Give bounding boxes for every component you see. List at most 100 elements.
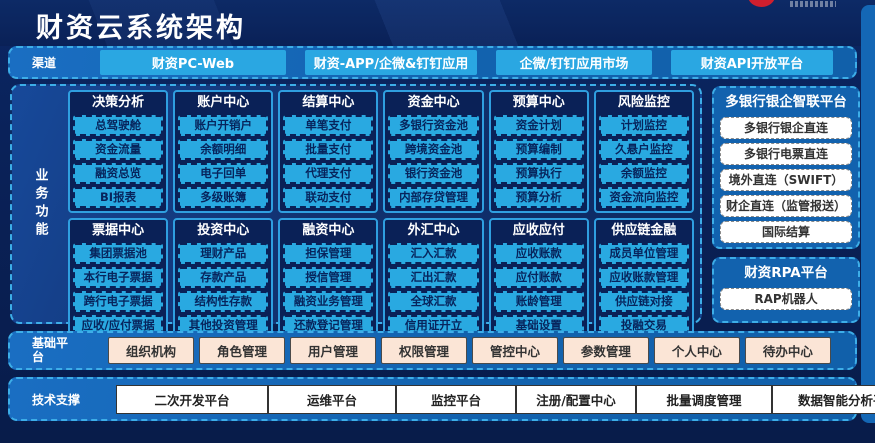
module-group-title: 决策分析 — [92, 95, 145, 110]
right-edge-decoration — [861, 5, 875, 423]
platform-button[interactable]: 多银行电票直连 — [720, 143, 852, 165]
channel-button[interactable]: 财资PC-Web — [100, 50, 287, 75]
tech-support-button[interactable]: 注册/配置中心 — [516, 384, 637, 414]
module-button[interactable]: 汇出汇款 — [388, 267, 479, 288]
module-group-title: 投资中心 — [197, 223, 250, 238]
module-button[interactable]: 资金计划 — [493, 115, 584, 136]
module-button[interactable]: 资金流量 — [73, 139, 164, 160]
base-platform-button[interactable]: 组织机构 — [108, 337, 195, 364]
module-group-title: 结算中心 — [302, 95, 355, 110]
module-button[interactable]: 批量支付 — [283, 139, 374, 160]
module-button[interactable]: 理财产品 — [178, 243, 269, 264]
module-group: 融资中心担保管理授信管理融资业务管理 还款登记管理 — [278, 218, 379, 341]
platform-button[interactable]: 境外直连（SWIFT） — [720, 169, 852, 191]
module-group-title: 资金中心 — [407, 95, 460, 110]
platform-button[interactable]: RAP机器人 — [720, 288, 852, 310]
module-button[interactable]: 结构性存款 — [178, 291, 269, 312]
module-group-title: 预算中心 — [512, 95, 565, 110]
module-button[interactable]: 电子回单 — [178, 163, 269, 184]
base-platform-button[interactable]: 角色管理 — [198, 337, 285, 364]
module-group: 结算中心单笔支付批量支付代理支付联动支付 — [278, 90, 379, 213]
module-group: 应收应付 应收账款 应付账款 账龄管理 基础设置 — [488, 218, 589, 341]
module-button[interactable]: 银行资金池 — [388, 163, 479, 184]
module-button[interactable]: 应收账款管理 — [598, 267, 689, 288]
module-button[interactable]: 多银行资金池 — [388, 115, 479, 136]
module-button[interactable]: 融资总览 — [73, 163, 164, 184]
module-button[interactable]: BI报表 — [73, 187, 164, 208]
module-button[interactable]: 汇入汇款 — [388, 243, 479, 264]
module-button[interactable]: 跨境资金池 — [388, 139, 479, 160]
platform-button[interactable]: 财企直连（监管报送） — [720, 195, 852, 217]
tech-support-button[interactable]: 二次开发平台 — [116, 384, 269, 414]
bank-connect-items: 多银行银企直连 多银行电票直连 境外直连（SWIFT） 财企直连（监管报送） 国际结算 — [720, 117, 852, 243]
module-group: 账户中心 账户开销户 余额明细 电子回单 多级账簿 — [173, 90, 274, 213]
channel-button[interactable]: 财资-APP/企微&钉钉应用 — [305, 50, 477, 75]
module-button[interactable]: 总驾驶舱 — [73, 115, 164, 136]
base-platform-button[interactable]: 管控中心 — [471, 337, 558, 364]
channel-button[interactable]: 企微/钉钉应用市场 — [495, 50, 652, 75]
module-button[interactable]: 应付账款 — [493, 267, 584, 288]
module-group-title: 融资中心 — [302, 223, 355, 238]
bank-connect-panel-title: 多银行银企智联平台 — [725, 94, 847, 110]
module-button[interactable]: 资金流向监控 — [598, 187, 689, 208]
tech-support-button[interactable]: 批量调度管理 — [636, 384, 773, 414]
channels-items: 财资PC-Web 财资-APP/企微&钉钉应用 企微/钉钉应用市场 财资API开放平台 — [100, 50, 833, 75]
module-button[interactable]: 担保管理 — [283, 243, 374, 264]
module-button[interactable]: 单笔支付 — [283, 115, 374, 136]
module-button[interactable]: 代理支付 — [283, 163, 374, 184]
module-button[interactable]: 内部存贷管理 — [388, 187, 479, 208]
module-button[interactable]: 计划监控 — [598, 115, 689, 136]
base-platform-bar: 基础平台 组织机构 角色管理 用户管理 权限管理 管控中心 参数管理 个人中心 待办中心 — [8, 331, 857, 370]
base-platform-label: 基础平台 — [32, 335, 69, 364]
module-button[interactable]: 投融交易 — [598, 315, 689, 336]
module-button[interactable]: 跨行电子票据 — [73, 291, 164, 312]
platform-button[interactable]: 多银行银企直连 — [720, 117, 852, 139]
base-platform-items: 组织机构 角色管理 用户管理 权限管理 管控中心 参数管理 个人中心 待办中心 — [108, 337, 831, 364]
base-platform-button[interactable]: 参数管理 — [562, 337, 649, 364]
header: 财资云系统架构 — [0, 0, 875, 46]
module-button[interactable]: 应收账款 — [493, 243, 584, 264]
platform-button[interactable]: 国际结算 — [720, 221, 852, 243]
module-group-title: 风险监控 — [617, 95, 670, 110]
module-button[interactable]: 授信管理 — [283, 267, 374, 288]
rpa-panel: 财资RPA平台 RAP机器人 — [712, 257, 860, 323]
module-button[interactable]: 融资业务管理 — [283, 291, 374, 312]
channels-bar: 渠道 财资PC-Web 财资-APP/企微&钉钉应用 企微/钉钉应用市场 财资API开… — [8, 46, 857, 79]
base-platform-button[interactable]: 用户管理 — [289, 337, 376, 364]
module-button[interactable]: 余额监控 — [598, 163, 689, 184]
module-button[interactable]: 成员单位管理 — [598, 243, 689, 264]
module-group-title: 票据中心 — [92, 223, 145, 238]
module-button[interactable]: 多级账簿 — [178, 187, 269, 208]
tech-support-button[interactable]: 监控平台 — [396, 384, 517, 414]
business-functions-label: 业务功能 — [32, 168, 48, 240]
base-platform-button[interactable]: 待办中心 — [744, 337, 831, 364]
module-button[interactable]: 联动支付 — [283, 187, 374, 208]
module-button[interactable]: 余额明细 — [178, 139, 269, 160]
channel-button[interactable]: 财资API开放平台 — [670, 50, 833, 75]
module-button[interactable]: 还款登记管理 — [283, 315, 374, 336]
module-button[interactable]: 全球汇款 — [388, 291, 479, 312]
module-button[interactable]: 存款产品 — [178, 267, 269, 288]
module-group: 票据中心 集团票据池 本行电子票据 跨行电子票据 应收/应付票据 — [68, 218, 169, 341]
module-button[interactable]: 久悬户监控 — [598, 139, 689, 160]
module-group: 投资中心理财产品存款产品结构性存款其他投资管理 — [173, 218, 274, 341]
module-button[interactable]: 账户开销户 — [178, 115, 269, 136]
module-button[interactable]: 预算编制 — [493, 139, 584, 160]
module-button[interactable]: 预算分析 — [493, 187, 584, 208]
base-platform-button[interactable]: 权限管理 — [380, 337, 467, 364]
module-button[interactable]: 预算执行 — [493, 163, 584, 184]
base-platform-button[interactable]: 个人中心 — [653, 337, 740, 364]
module-group-title: 外汇中心 — [407, 223, 460, 238]
module-group: 预算中心资金计划预算编制预算执行预算分析 — [488, 90, 589, 213]
module-button[interactable]: 本行电子票据 — [73, 267, 164, 288]
module-button[interactable]: 其他投资管理 — [178, 315, 269, 336]
channels-label: 渠道 — [32, 56, 57, 70]
module-button[interactable]: 账龄管理 — [493, 291, 584, 312]
tech-support-button[interactable]: 数据智能分析平台 — [772, 384, 875, 414]
module-button[interactable]: 供应链对接 — [598, 291, 689, 312]
tech-support-button[interactable]: 运维平台 — [268, 384, 397, 414]
module-group: 供应链金融 成员单位管理 应收账款管理 供应链对接 投融交易 — [593, 218, 694, 341]
module-button[interactable]: 集团票据池 — [73, 243, 164, 264]
